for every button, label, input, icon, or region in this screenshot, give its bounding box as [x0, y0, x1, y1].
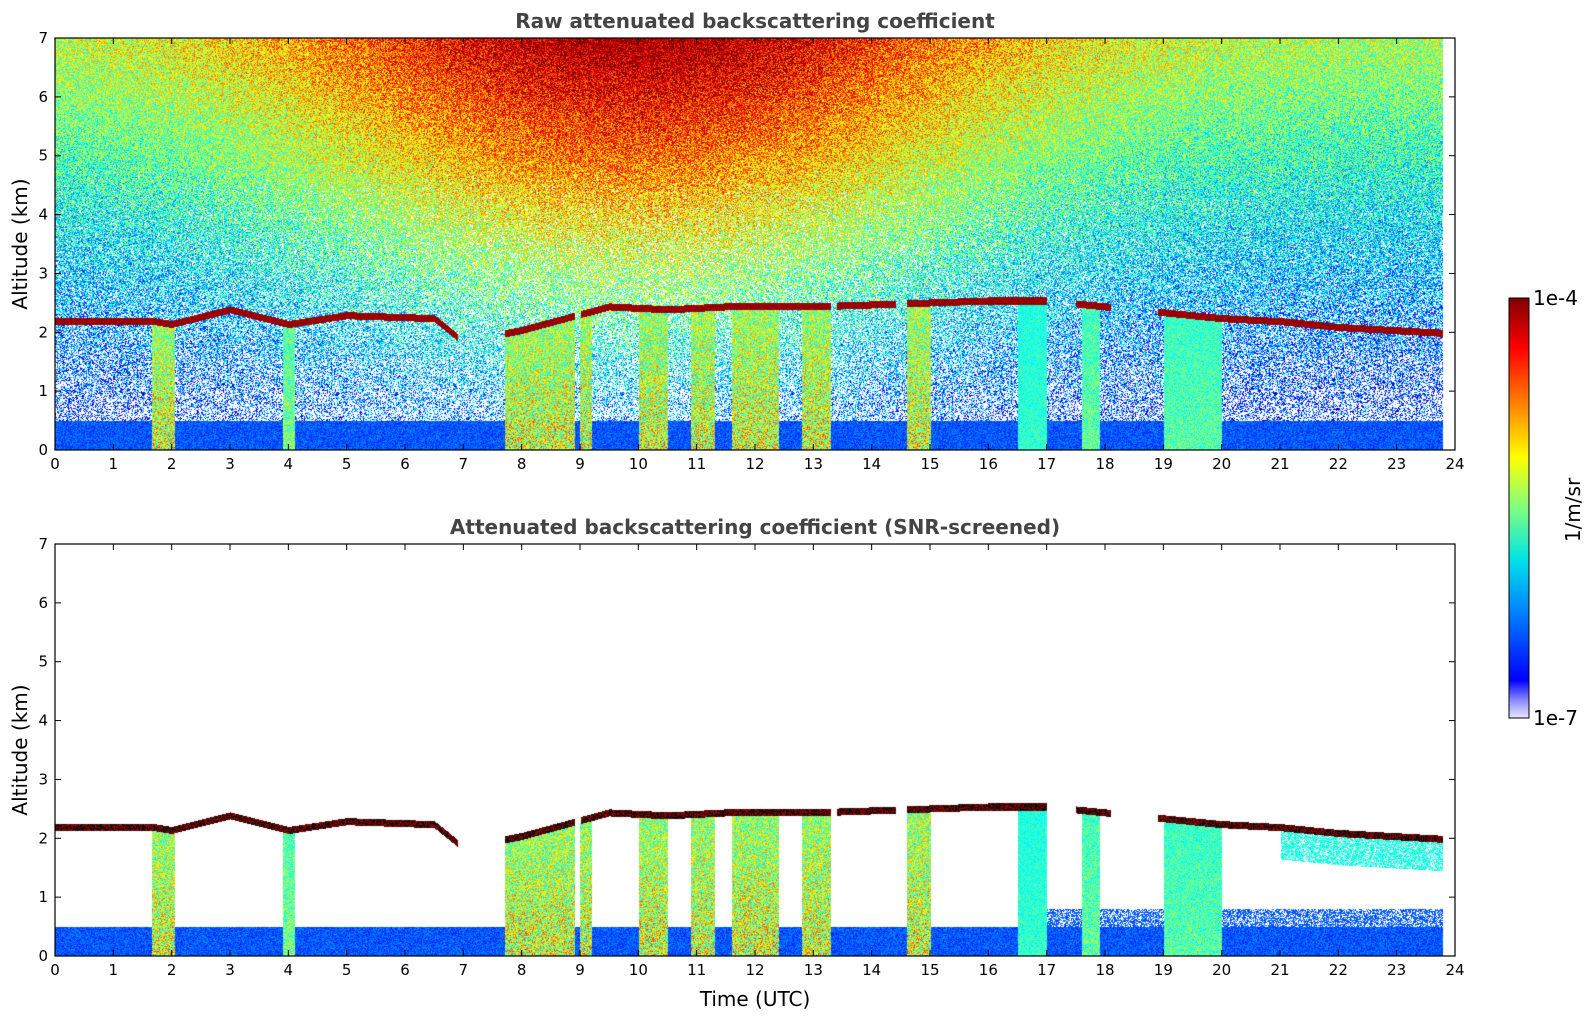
- x-tick-label: 22: [1329, 455, 1348, 473]
- x-tick-label: 24: [1445, 961, 1464, 979]
- x-tick-label: 4: [284, 961, 294, 979]
- x-tick-label: 10: [629, 455, 648, 473]
- x-tick-label: 1: [109, 455, 119, 473]
- y-axis: 0 1 2 3 4 5 6 7: [38, 29, 1455, 459]
- y-tick-label: 3: [38, 770, 48, 788]
- backscatter-image: [55, 38, 1455, 450]
- y-tick-label: 6: [38, 594, 48, 612]
- x-tick-label: 5: [342, 961, 352, 979]
- x-tick-label: 2: [167, 455, 177, 473]
- x-tick-label: 20: [1212, 961, 1231, 979]
- x-tick-label: 22: [1329, 961, 1348, 979]
- snr-screened-panel: Attenuated backscattering coefficient (S…: [8, 515, 1465, 1011]
- x-axis: 0 1 2 3 4 5 6 7 8 9 10 11 12 13 14 15 16 17 18 19 20 21 22 23 24: [50, 38, 1465, 473]
- x-tick-label: 4: [284, 455, 294, 473]
- x-tick-label: 9: [575, 961, 585, 979]
- y-axis-label: Altitude (km): [8, 684, 32, 815]
- y-tick-label: 6: [38, 88, 48, 106]
- x-tick-label: 11: [687, 961, 706, 979]
- x-tick-label: 16: [979, 455, 998, 473]
- y-tick-label: 0: [38, 947, 48, 965]
- x-tick-label: 0: [50, 961, 60, 979]
- x-tick-label: 15: [920, 961, 939, 979]
- colorbar-max-label: 1e-4: [1533, 286, 1578, 310]
- x-tick-label: 13: [804, 961, 823, 979]
- x-tick-label: 8: [517, 455, 527, 473]
- x-tick-label: 24: [1445, 455, 1464, 473]
- y-tick-label: 5: [38, 653, 48, 671]
- panel-title: Raw attenuated backscattering coefficien…: [515, 9, 995, 33]
- y-tick-label: 7: [38, 535, 48, 553]
- x-tick-label: 11: [687, 455, 706, 473]
- x-tick-label: 23: [1387, 961, 1406, 979]
- heatmap-area: [55, 544, 1455, 956]
- panel-title: Attenuated backscattering coefficient (S…: [450, 515, 1060, 539]
- x-tick-label: 7: [459, 455, 469, 473]
- y-tick-label: 4: [38, 206, 48, 224]
- y-tick-label: 3: [38, 264, 48, 282]
- x-tick-label: 18: [1095, 455, 1114, 473]
- x-tick-label: 17: [1037, 961, 1056, 979]
- x-tick-label: 6: [400, 455, 410, 473]
- x-tick-label: 9: [575, 455, 585, 473]
- x-tick-label: 14: [862, 455, 881, 473]
- x-tick-label: 15: [920, 455, 939, 473]
- x-tick-label: 12: [745, 455, 764, 473]
- heatmap-area: [55, 38, 1455, 450]
- colorbar-min-label: 1e-7: [1533, 706, 1578, 730]
- y-tick-label: 1: [38, 888, 48, 906]
- x-tick-label: 17: [1037, 455, 1056, 473]
- x-tick-label: 14: [862, 961, 881, 979]
- y-tick-label: 4: [38, 712, 48, 730]
- x-axis: 0 1 2 3 4 5 6 7 8 9 10 11 12 13 14 15 16 17 18 19 20 21 22 23 24: [50, 544, 1465, 979]
- x-tick-label: 8: [517, 961, 527, 979]
- raw-backscatter-panel: Raw attenuated backscattering coefficien…: [8, 9, 1465, 473]
- x-tick-label: 18: [1095, 961, 1114, 979]
- y-axis-label: Altitude (km): [8, 178, 32, 309]
- y-tick-label: 0: [38, 441, 48, 459]
- y-tick-label: 2: [38, 829, 48, 847]
- x-tick-label: 21: [1270, 961, 1289, 979]
- x-tick-label: 0: [50, 455, 60, 473]
- x-tick-label: 5: [342, 455, 352, 473]
- colorbar: 1e-4 1e-7 1/m/sr: [1508, 286, 1585, 730]
- y-tick-label: 5: [38, 147, 48, 165]
- x-tick-label: 19: [1154, 961, 1173, 979]
- x-axis-label: Time (UTC): [699, 987, 811, 1011]
- x-tick-label: 10: [629, 961, 648, 979]
- x-tick-label: 3: [225, 961, 235, 979]
- x-tick-label: 19: [1154, 455, 1173, 473]
- x-tick-label: 16: [979, 961, 998, 979]
- backscatter-image: [55, 544, 1455, 956]
- x-tick-label: 13: [804, 455, 823, 473]
- x-tick-label: 6: [400, 961, 410, 979]
- y-axis: 0 1 2 3 4 5 6 7: [38, 535, 1455, 965]
- colorbar-scale: [1508, 297, 1530, 719]
- x-tick-label: 2: [167, 961, 177, 979]
- x-tick-label: 12: [745, 961, 764, 979]
- x-tick-label: 7: [459, 961, 469, 979]
- x-tick-label: 3: [225, 455, 235, 473]
- x-tick-label: 21: [1270, 455, 1289, 473]
- x-tick-label: 1: [109, 961, 119, 979]
- x-tick-label: 23: [1387, 455, 1406, 473]
- y-tick-label: 2: [38, 323, 48, 341]
- x-tick-label: 20: [1212, 455, 1231, 473]
- y-tick-label: 1: [38, 382, 48, 400]
- colorbar-unit-label: 1/m/sr: [1561, 477, 1585, 542]
- y-tick-label: 7: [38, 29, 48, 47]
